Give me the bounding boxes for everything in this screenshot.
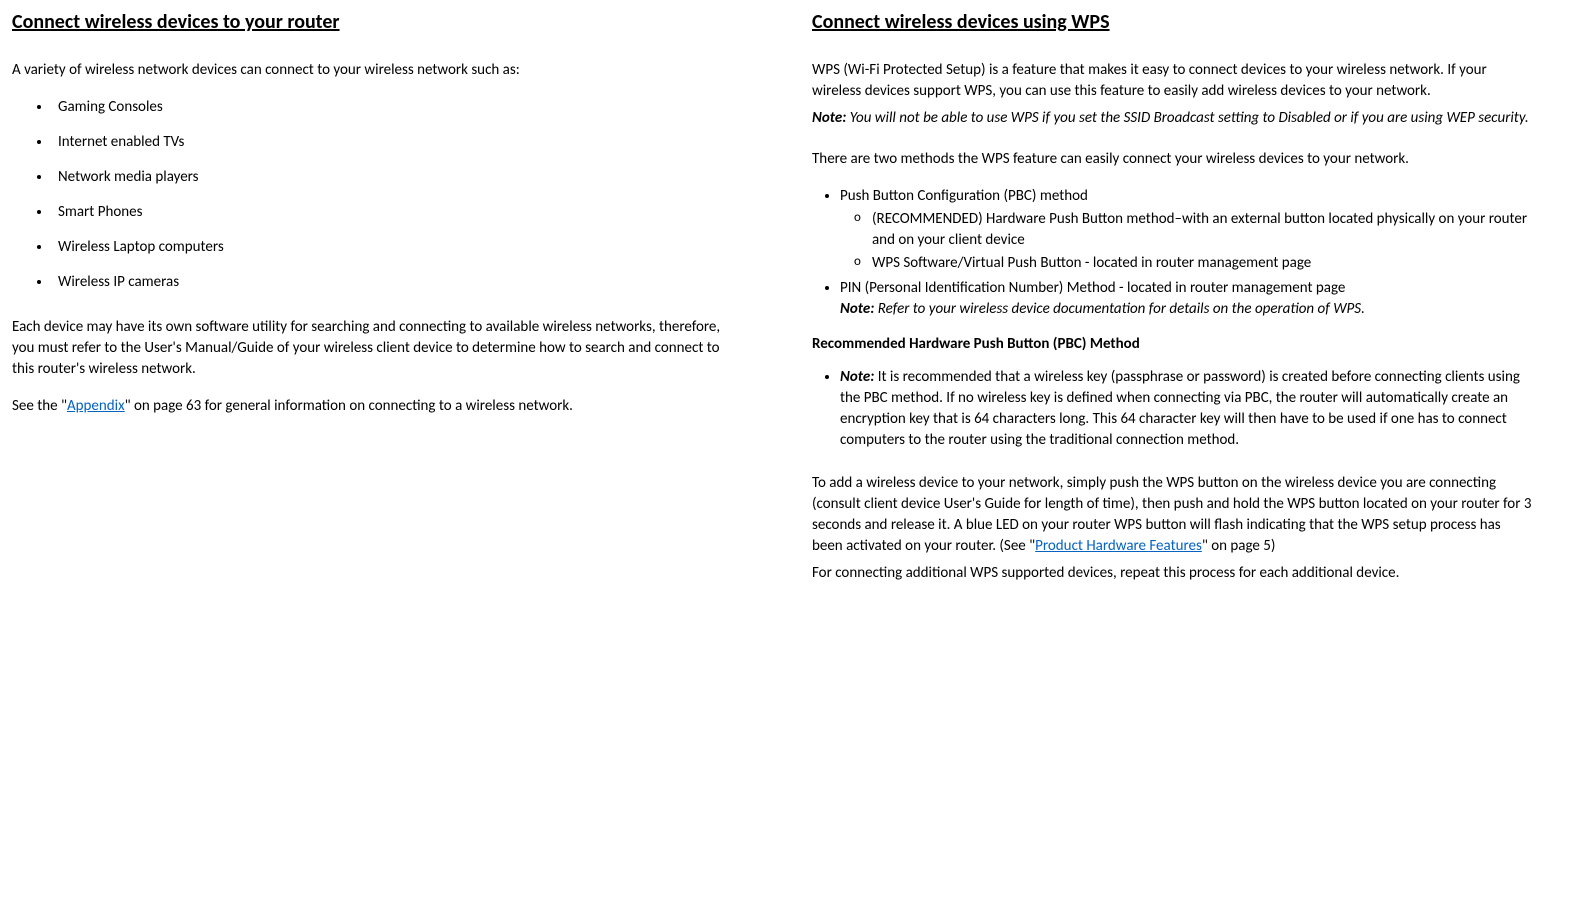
additional-para: For connecting additional WPS supported … [812,563,1532,584]
appendix-post: " on page 63 for general information on … [125,397,573,415]
pbc-sublist: (RECOMMENDED) Hardware Push Button metho… [854,209,1532,274]
note-label: Note: [812,109,846,127]
list-item: Wireless IP cameras [52,272,732,293]
howto-post: " on page 5) [1202,537,1276,555]
left-intro: A variety of wireless network devices ca… [12,60,732,81]
rec-note-body: It is recommended that a wireless key (p… [840,368,1520,449]
pbc-sub2: WPS Software/Virtual Push Button - locat… [854,253,1532,274]
product-hardware-link[interactable]: Product Hardware Features [1035,537,1202,555]
pbc-label: Push Button Configuration (PBC) method [840,187,1088,205]
method-pin: PIN (Personal Identification Number) Met… [840,278,1532,320]
wps-note1: Note: You will not be able to use WPS if… [812,108,1532,129]
note-body: You will not be able to use WPS if you s… [846,109,1528,127]
left-column: Connect wireless devices to your router … [12,8,732,600]
methods-intro: There are two methods the WPS feature ca… [812,149,1532,170]
left-para2: Each device may have its own software ut… [12,317,732,380]
wps-intro: WPS (Wi-Fi Protected Setup) is a feature… [812,60,1532,102]
list-item: Internet enabled TVs [52,132,732,153]
device-list: Gaming Consoles Internet enabled TVs Net… [52,97,732,293]
howto-para: To add a wireless device to your network… [812,473,1532,557]
rec-note-label: Note: [840,368,874,386]
list-item: Wireless Laptop computers [52,237,732,258]
rec-note-item: Note: It is recommended that a wireless … [840,367,1532,451]
appendix-link[interactable]: Appendix [67,397,125,415]
rec-heading: Recommended Hardware Push Button (PBC) M… [812,334,1532,355]
note2-body: Refer to your wireless device documentat… [874,300,1365,318]
right-title: Connect wireless devices using WPS [812,8,1532,36]
list-item: Gaming Consoles [52,97,732,118]
rec-note-list: Note: It is recommended that a wireless … [840,367,1532,451]
pin-label: PIN (Personal Identification Number) Met… [840,279,1345,297]
right-column: Connect wireless devices using WPS WPS (… [812,8,1532,600]
method-pbc: Push Button Configuration (PBC) method (… [840,186,1532,274]
list-item: Smart Phones [52,202,732,223]
methods-list: Push Button Configuration (PBC) method (… [840,186,1532,320]
list-item: Network media players [52,167,732,188]
left-title: Connect wireless devices to your router [12,8,732,36]
note2-label: Note: [840,300,874,318]
appendix-pre: See the " [12,397,67,415]
appendix-para: See the "Appendix" on page 63 for genera… [12,396,732,417]
pbc-sub1: (RECOMMENDED) Hardware Push Button metho… [854,209,1532,251]
